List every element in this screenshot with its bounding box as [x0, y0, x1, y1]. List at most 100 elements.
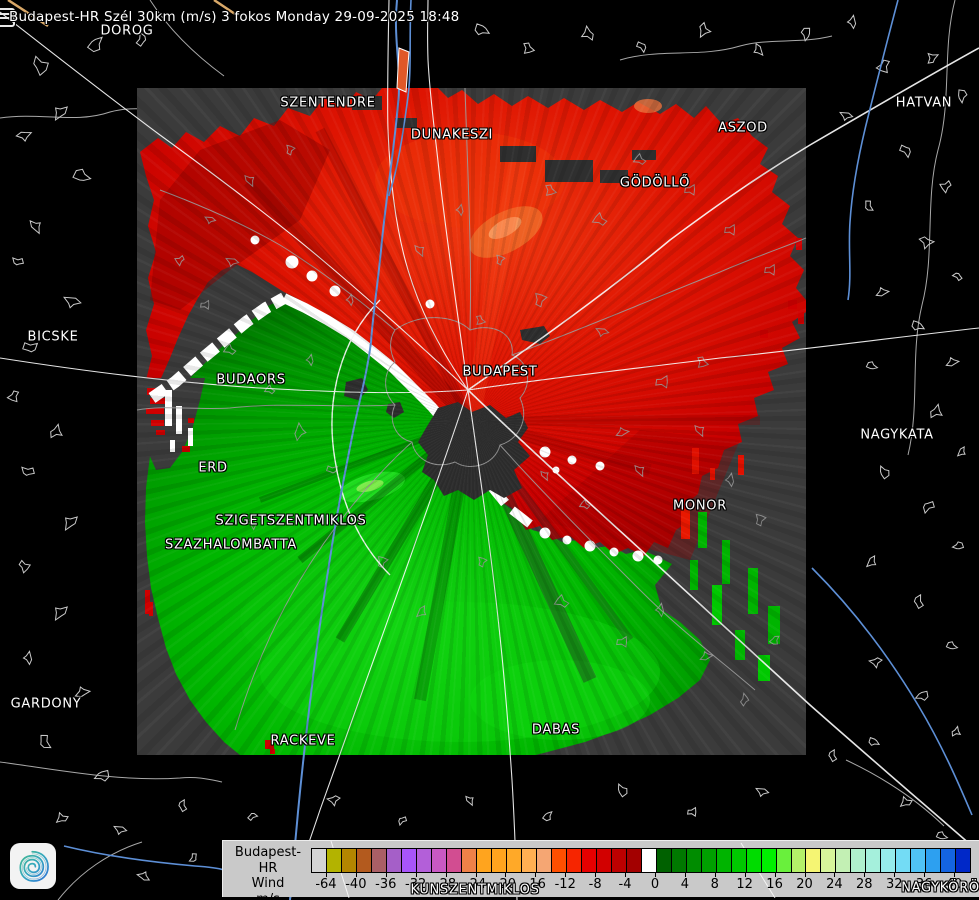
- tick-mark: [625, 872, 627, 877]
- color-cell: [415, 849, 431, 872]
- red-velocity-field: [140, 88, 806, 556]
- color-cell: [850, 849, 866, 872]
- color-cell: [400, 849, 416, 872]
- color-cell: [355, 849, 371, 872]
- river-lines: [63, 0, 973, 900]
- tick-mark: [684, 872, 686, 877]
- tick-label: 40: [945, 877, 963, 892]
- tan-road-lines: [7, 0, 239, 28]
- tick-mark: [714, 872, 716, 877]
- tick-mark: [864, 872, 866, 877]
- color-cell: [715, 849, 731, 872]
- tick-mark: [505, 872, 507, 877]
- color-cell: [640, 849, 656, 872]
- legend-source-label: Budapest-HR: [234, 845, 302, 876]
- tick-label: 16: [766, 877, 783, 892]
- tick-mark: [475, 872, 477, 877]
- color-cell: [865, 849, 881, 872]
- tick-mark: [445, 872, 447, 877]
- met-spiral-logo: [10, 843, 56, 889]
- tick-label: -16: [524, 877, 546, 892]
- tick-label: 24: [826, 877, 843, 892]
- tick-label: -12: [554, 877, 576, 892]
- page-title: Budapest-HR Szél 30km (m/s) 3 fokos Mond…: [9, 9, 460, 25]
- color-cell: [670, 849, 686, 872]
- tick-mark: [595, 872, 597, 877]
- tick-label: 0: [650, 877, 660, 892]
- color-cell: [385, 849, 401, 872]
- color-cell: [910, 849, 926, 872]
- color-cell: [730, 849, 746, 872]
- tick-label: 36: [915, 877, 933, 892]
- color-cell: [790, 849, 806, 872]
- tick-mark: [954, 872, 956, 877]
- color-cell: [340, 849, 356, 872]
- highway-stub: [396, 47, 410, 93]
- tick-mark: [744, 872, 746, 877]
- tick-label: -4: [618, 877, 632, 892]
- color-cell: [475, 849, 491, 872]
- tick-mark: [535, 872, 537, 877]
- color-cell: [655, 849, 671, 872]
- tick-mark: [654, 872, 656, 877]
- color-cell: [775, 849, 791, 872]
- green-fragments: [690, 512, 780, 681]
- color-cell: [955, 849, 971, 872]
- legend-labels: Budapest-HR Wind m/s: [226, 845, 310, 900]
- color-cell: [490, 849, 506, 872]
- tick-mark: [565, 872, 567, 877]
- color-cell: [835, 849, 851, 872]
- color-cell: [580, 849, 596, 872]
- county-lines: [0, 0, 956, 900]
- color-cell: [370, 849, 386, 872]
- color-cell: [325, 849, 341, 872]
- tick-mark: [774, 872, 776, 877]
- tick-mark: [415, 872, 417, 877]
- color-cell: [595, 849, 611, 872]
- green-velocity-field: [145, 298, 710, 755]
- color-cell: [925, 849, 941, 872]
- tick-mark: [385, 872, 387, 877]
- color-cell: [745, 849, 761, 872]
- color-cell: [505, 849, 521, 872]
- district-outlines: [174, 144, 780, 707]
- tick-label: -8: [588, 877, 602, 892]
- tick-label: -28: [434, 877, 457, 892]
- tick-label: -32: [405, 877, 427, 892]
- legend-product-label: Wind: [251, 876, 285, 891]
- legend-unit-label: m/s: [256, 891, 280, 900]
- tick-label: 32: [885, 877, 903, 892]
- tick-label: -36: [375, 877, 397, 892]
- color-cell: [820, 849, 836, 872]
- tick-label: 12: [736, 877, 753, 892]
- tick-mark: [834, 872, 836, 877]
- color-cell: [430, 849, 446, 872]
- settlement-outlines: [6, 14, 968, 881]
- app-icon: [0, 8, 15, 27]
- color-cell: [700, 849, 716, 872]
- color-cell: [550, 849, 566, 872]
- color-cell: [312, 849, 326, 872]
- color-cell: [625, 849, 641, 872]
- tick-label: 4: [680, 877, 689, 892]
- color-scale-bar: [311, 848, 971, 873]
- tick-label: -40: [345, 877, 367, 892]
- radial-streaks: [244, 127, 761, 702]
- tick-mark: [894, 872, 896, 877]
- color-cell: [520, 849, 536, 872]
- legend-panel: Budapest-HR Wind m/s -64 -40 -36 -32 -28 -24-…: [222, 840, 979, 900]
- color-cell: [940, 849, 956, 872]
- tick-mark: [355, 872, 357, 877]
- tick-label: -64: [315, 877, 337, 892]
- color-cell: [685, 849, 701, 872]
- color-cell: [565, 849, 581, 872]
- color-cell: [610, 849, 626, 872]
- tick-label: -20: [494, 877, 517, 892]
- tick-label: 8: [710, 877, 719, 892]
- tick-mark: [924, 872, 926, 877]
- tick-label: 20: [796, 877, 813, 892]
- color-cell: [880, 849, 896, 872]
